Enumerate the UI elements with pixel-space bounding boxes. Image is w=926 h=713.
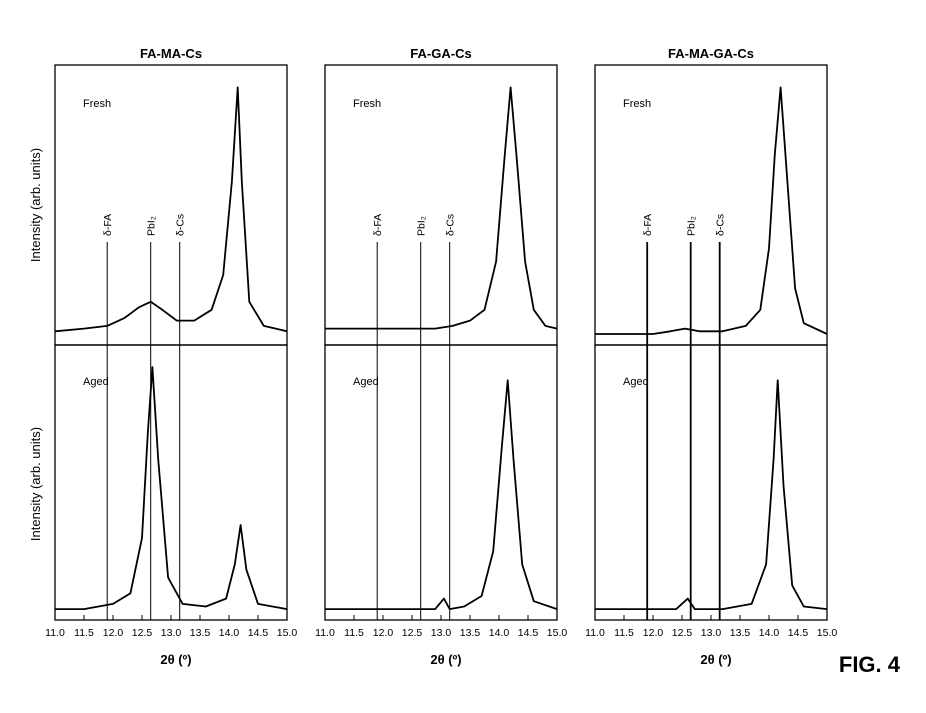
panel-1-tick-label-6: 13.5: [190, 627, 211, 639]
panel-3-tick-label-6: 13.5: [730, 627, 751, 639]
panel-2-tick-label-8: 14.5: [518, 627, 539, 639]
panel-3-fresh-label: Fresh: [623, 98, 651, 110]
y-axis-label-aged: Intensity (arb. units): [28, 427, 43, 541]
panel-3-ref-label-2: PbI₂: [686, 216, 698, 236]
panel-1-x-axis-label: 2θ (º): [160, 652, 191, 667]
panel-1-tick-label-8: 14.5: [248, 627, 269, 639]
panel-1-title: FA-MA-Cs: [140, 46, 202, 61]
panel-2-x-axis-label: 2θ (º): [430, 652, 461, 667]
panel-3-x-axis-label: 2θ (º): [700, 652, 731, 667]
panel-3-tick-label-7: 14.0: [759, 627, 780, 639]
panel-2-tick-label-6: 13.5: [460, 627, 481, 639]
panel-3-tick-label-4: 12.5: [672, 627, 693, 639]
panel-2-tick-label-9: 15.0: [547, 627, 568, 639]
panel-2-aged-curve: [325, 380, 557, 609]
panel-1-ref-label-3: δ-Cs: [175, 214, 187, 236]
panel-1-ref-label-1: δ-FA: [102, 214, 114, 236]
panel-1-tick-label-3: 12.0: [103, 627, 124, 639]
panel-2-fresh-label: Fresh: [353, 98, 381, 110]
panel-2-fresh-curve: [325, 87, 557, 328]
panel-1-fresh-label: Fresh: [83, 98, 111, 110]
panel-1-tick-label-4: 12.5: [132, 627, 153, 639]
panel-3-tick-label-1: 11.0: [585, 627, 605, 639]
panel-3-ref-label-1: δ-FA: [642, 214, 654, 236]
panel-1-tick-label-7: 14.0: [219, 627, 240, 639]
panel-3-fresh-curve: [595, 87, 827, 334]
panel-3-aged-curve: [595, 380, 827, 609]
panels-group: FA-MA-Cs Fresh Aged δ-FA PbI₂ δ-Cs 11.0 11.5 12.…: [45, 46, 837, 667]
panel-1-aged-label: Aged: [83, 376, 109, 388]
panel-1-aged-curve: [55, 367, 287, 609]
y-axis-label-fresh: Intensity (arb. units): [28, 148, 43, 262]
panel-2-tick-label-4: 12.5: [402, 627, 423, 639]
panel-3-title: FA-MA-GA-Cs: [668, 46, 754, 61]
panel-2-tick-label-7: 14.0: [489, 627, 510, 639]
panel-3-tick-label-2: 11.5: [614, 627, 634, 639]
panel-2-title: FA-GA-Cs: [410, 46, 471, 61]
panel-1-tick-label-9: 15.0: [277, 627, 298, 639]
panel-1-fresh-curve: [55, 87, 287, 331]
panel-3-tick-label-3: 12.0: [643, 627, 664, 639]
panel-2-ref-label-1: δ-FA: [372, 214, 384, 236]
panel-3-aged-label: Aged: [623, 376, 649, 388]
panel-1-tick-label-5: 13.0: [161, 627, 182, 639]
panel-2-tick-label-3: 12.0: [373, 627, 394, 639]
panel-1-tick-label-2: 11.5: [74, 627, 94, 639]
panel-1-tick-label-1: 11.0: [45, 627, 65, 639]
panel-2-ref-label-3: δ-Cs: [445, 214, 457, 236]
panel-2-ref-label-2: PbI₂: [416, 216, 428, 236]
panel-2-tick-label-2: 11.5: [344, 627, 364, 639]
panel-3-ref-label-3: δ-Cs: [715, 214, 727, 236]
panel-2-aged-label: Aged: [353, 376, 379, 388]
panel-2-tick-label-1: 11.0: [315, 627, 335, 639]
figure-label: FIG. 4: [839, 652, 901, 677]
panel-3-tick-label-8: 14.5: [788, 627, 809, 639]
panel-3-tick-label-9: 15.0: [817, 627, 838, 639]
panel-2-tick-label-5: 13.0: [431, 627, 452, 639]
panel-3-tick-label-5: 13.0: [701, 627, 722, 639]
panel-1-ref-label-2: PbI₂: [146, 216, 158, 236]
